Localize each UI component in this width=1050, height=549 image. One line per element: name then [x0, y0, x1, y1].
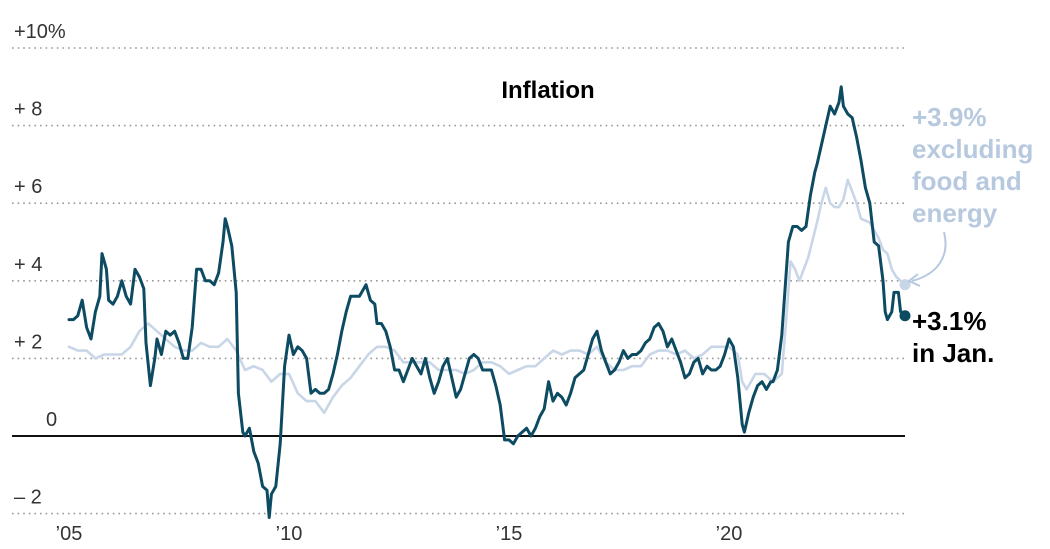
- series-line-core: [67, 178, 907, 414]
- chart-title: Inflation: [501, 77, 594, 104]
- core-label-line-4: energy: [912, 198, 998, 228]
- x-tick-label: ’10: [276, 523, 303, 545]
- x-tick-label: ’05: [56, 523, 83, 545]
- gridlines: [12, 47, 905, 515]
- y-tick-label: – 2: [14, 487, 42, 509]
- series-end-dot-all: [899, 310, 911, 322]
- series-end-dot-core: [899, 279, 911, 291]
- y-tick-label: +10%: [14, 21, 66, 43]
- all-items-series-label: +3.1% in Jan.: [912, 306, 994, 368]
- core-series-label: +3.9% excluding food and energy: [912, 102, 1033, 228]
- x-tick-label: ’20: [716, 523, 743, 545]
- core-label-line-3: food and: [912, 166, 1022, 196]
- series-end-markers: [899, 279, 911, 322]
- y-tick-label: 0: [46, 409, 57, 431]
- x-tick-label: ’15: [496, 523, 523, 545]
- y-tick-label: + 6: [14, 176, 42, 198]
- all-label-line-2: in Jan.: [912, 338, 994, 368]
- series-line-all: [67, 85, 907, 519]
- core-label-line-1: +3.9%: [912, 102, 986, 132]
- y-tick-label: + 8: [14, 99, 42, 121]
- core-label-line-2: excluding: [912, 134, 1033, 164]
- annotation-arrowhead: [907, 273, 921, 287]
- y-tick-label: + 2: [14, 331, 42, 353]
- annotation-arrow: [911, 231, 947, 282]
- series-lines: [67, 85, 907, 519]
- y-axis-ticks: +10% + 8 + 6 + 4 + 2 0 – 2: [14, 21, 66, 509]
- all-label-line-1: +3.1%: [912, 306, 986, 336]
- x-axis-ticks: ’05 ’10 ’15 ’20: [56, 523, 743, 545]
- y-tick-label: + 4: [14, 254, 42, 276]
